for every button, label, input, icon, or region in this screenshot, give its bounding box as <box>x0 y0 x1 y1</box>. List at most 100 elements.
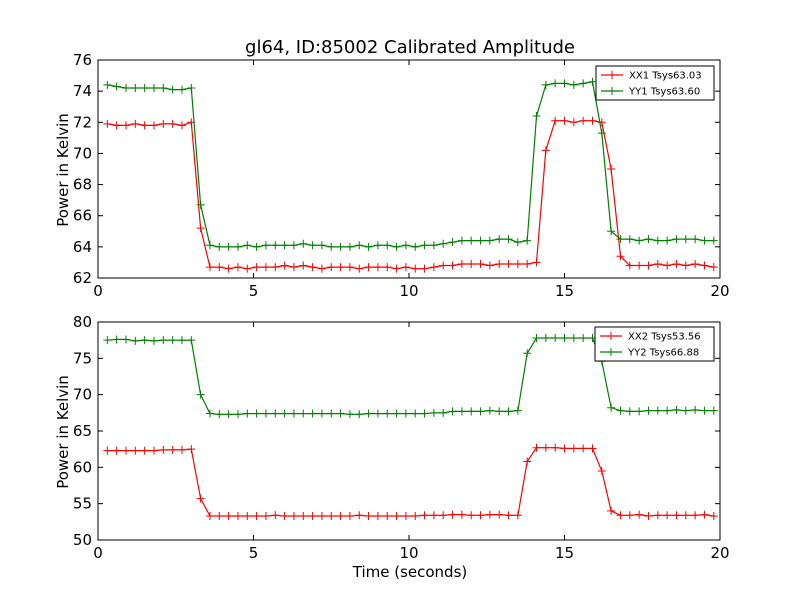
bottom-series-1-point <box>476 511 485 520</box>
top-series-1-point <box>205 263 214 272</box>
bottom-series-1-point <box>616 511 625 520</box>
bottom-y-tick-label: 75 <box>73 349 92 367</box>
top-series-2-point <box>579 79 588 88</box>
top-series-2-point <box>196 200 205 209</box>
top-series-2-point <box>439 239 448 248</box>
top-series-2-point <box>513 238 522 247</box>
bottom-series-2-point <box>607 403 616 412</box>
top-series-2-point <box>523 236 532 245</box>
bottom-series-2-point <box>448 407 457 416</box>
top-series-1-point <box>271 263 280 272</box>
top-series-1-point <box>513 259 522 268</box>
bottom-series-1-point <box>485 510 494 519</box>
bottom-series-1-point <box>607 506 616 515</box>
top-series-2-point <box>653 236 662 245</box>
top-series-2-point <box>168 85 177 94</box>
bottom-series-2-point <box>467 407 476 416</box>
top-series-1-point <box>355 264 364 273</box>
bottom-series-1-point <box>383 512 392 521</box>
top-series-1-point <box>280 261 289 270</box>
top-series-2-point <box>467 236 476 245</box>
top-series-2-point <box>308 241 317 250</box>
bottom-series-1-point <box>411 512 420 521</box>
bottom-series-2-point <box>672 405 681 414</box>
top-series-2-point <box>205 241 214 250</box>
top-series-2-point <box>495 235 504 244</box>
top-y-tick-label: 72 <box>73 113 92 131</box>
top-series-2-point <box>121 84 130 93</box>
top-series-2-point <box>597 129 606 138</box>
top-series-1-point <box>420 264 429 273</box>
bottom-series-1-point <box>159 445 168 454</box>
top-series-2-point <box>271 241 280 250</box>
bottom-series-2-point <box>177 336 186 345</box>
bottom-series-1-point <box>252 512 261 521</box>
bottom-series-2-point <box>532 333 541 342</box>
top-series-2-point <box>411 242 420 251</box>
bottom-series-1-point <box>709 512 718 521</box>
bottom-series-2-point <box>569 333 578 342</box>
top-series-1-point <box>635 261 644 270</box>
bottom-series-1-point <box>429 511 438 520</box>
bottom-series-1-point <box>336 512 345 521</box>
top-series-2-point <box>261 241 270 250</box>
top-series-1-point <box>131 119 140 128</box>
top-series-2-point <box>588 77 597 86</box>
top-series-2-point <box>364 242 373 251</box>
bottom-series-1-point <box>541 443 550 452</box>
top-series-2-point <box>159 84 168 93</box>
bottom-series-1-point <box>140 446 149 455</box>
bottom-series-1-point <box>317 512 326 521</box>
bottom-series-1-point <box>597 466 606 475</box>
bottom-series-1-point <box>364 512 373 521</box>
bottom-series-2-point <box>224 410 233 419</box>
top-series-1-point <box>569 118 578 127</box>
top-series-2-point <box>635 236 644 245</box>
bottom-series-2-point <box>560 333 569 342</box>
top-series-2-point <box>327 242 336 251</box>
bottom-series-2-point <box>345 410 354 419</box>
top-series-2-point <box>103 80 112 89</box>
bottom-series-2-point <box>215 410 224 419</box>
bottom-series-2-point <box>336 409 345 418</box>
bottom-series-2-point <box>121 335 130 344</box>
top-series-2-point <box>345 242 354 251</box>
top-y-tick-label: 70 <box>73 144 92 162</box>
bottom-series-2-point <box>187 336 196 345</box>
bottom-series-1-point <box>691 511 700 520</box>
top-series-1-point <box>373 263 382 272</box>
bottom-legend-box <box>594 326 715 362</box>
top-series-2-point <box>485 236 494 245</box>
top-series-2-point <box>177 85 186 94</box>
bottom-series-2-point <box>429 408 438 417</box>
bottom-series-2-point <box>485 406 494 415</box>
top-series-2-point <box>280 241 289 250</box>
bottom-series-1-point <box>644 512 653 521</box>
top-series-1-point <box>112 121 121 130</box>
bottom-series-1-point <box>168 445 177 454</box>
bottom-series-2-point <box>131 336 140 345</box>
bottom-series-2-point <box>551 333 560 342</box>
bottom-series-2-point <box>364 409 373 418</box>
bottom-series-2-point <box>168 336 177 345</box>
bottom-series-2-point <box>355 410 364 419</box>
top-series-1-point <box>551 116 560 125</box>
bottom-series-1-point <box>513 511 522 520</box>
bottom-y-tick-label: 70 <box>73 386 92 404</box>
bottom-series-2-point <box>579 333 588 342</box>
top-y-tick-label: 66 <box>73 207 92 225</box>
bottom-series-2-point <box>439 408 448 417</box>
bottom-y-tick-label: 65 <box>73 422 92 440</box>
bottom-series-2-point <box>233 410 242 419</box>
bottom-series-2-point <box>513 406 522 415</box>
top-series-2-point <box>336 242 345 251</box>
top-series-2-point <box>420 241 429 250</box>
top-series-1-point <box>215 263 224 272</box>
bottom-series-1-point <box>177 445 186 454</box>
top-series-2-point <box>616 235 625 244</box>
top-x-tick-label: 5 <box>249 282 259 300</box>
top-series-1-point <box>448 261 457 270</box>
bottom-legend-marker-1 <box>607 332 615 340</box>
top-series-1-point <box>495 259 504 268</box>
top-legend-label-2: YY1 Tsys63.60 <box>628 87 700 98</box>
